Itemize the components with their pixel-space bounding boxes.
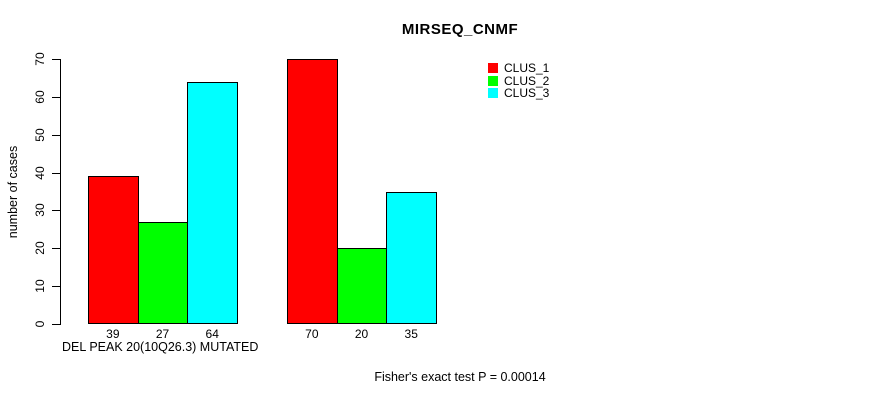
y-axis-tick-label: 0 xyxy=(33,320,47,328)
bar-value-label: 35 xyxy=(404,327,418,341)
legend-swatch-clus_1 xyxy=(488,63,498,74)
fisher-test-note: Fisher's exact test P = 0.00014 xyxy=(374,370,546,384)
bar-clus_3-group-1 xyxy=(187,81,239,324)
bar-value-label: 27 xyxy=(155,327,170,341)
bar-value-label: 20 xyxy=(354,327,369,341)
legend-item-clus_2: CLUS_2 xyxy=(488,75,549,88)
y-axis-tick xyxy=(52,324,60,325)
y-axis-tick-label: 60 xyxy=(33,90,47,104)
chart-title: MIRSEQ_CNMF xyxy=(401,21,519,38)
y-axis-tick xyxy=(52,96,60,98)
legend-swatch-clus_2 xyxy=(488,75,498,86)
y-axis-tick xyxy=(52,172,60,174)
legend-label: CLUS_3 xyxy=(504,86,550,101)
y-axis-tick xyxy=(52,286,60,288)
bar-clus_2-group-2 xyxy=(336,248,388,324)
y-axis-tick-label: 70 xyxy=(33,52,47,66)
y-axis-tick-label: 10 xyxy=(33,279,47,293)
y-axis-label: number of cases xyxy=(6,145,20,239)
y-axis-line xyxy=(60,59,61,325)
y-axis-tick xyxy=(52,59,60,60)
y-axis-tick-label: 30 xyxy=(33,203,47,218)
y-axis-tick-label: 20 xyxy=(33,241,47,255)
legend-label: CLUS_2 xyxy=(504,73,550,88)
y-axis-tick xyxy=(52,134,60,136)
y-axis-tick-label: 40 xyxy=(33,165,47,180)
bar-value-label: 39 xyxy=(106,327,120,341)
x-axis-label: DEL PEAK 20(10Q26.3) MUTATED xyxy=(62,340,259,354)
y-axis-tick xyxy=(52,210,60,212)
y-axis-tick xyxy=(52,248,60,250)
bar-value-label: 70 xyxy=(305,327,319,341)
y-axis-tick-label: 50 xyxy=(33,128,47,142)
legend: CLUS_1 CLUS_2 CLUS_3 xyxy=(488,62,549,100)
legend-item-clus_3: CLUS_3 xyxy=(488,87,549,100)
bar-value-label: 64 xyxy=(205,327,219,341)
bar-clus_2-group-1 xyxy=(137,221,189,324)
bar-clus_1-group-1 xyxy=(88,176,139,324)
legend-label: CLUS_1 xyxy=(504,61,550,76)
legend-item-clus_1: CLUS_1 xyxy=(488,62,549,75)
bar-clus_3-group-2 xyxy=(386,191,438,324)
bar-clus_1-group-2 xyxy=(287,59,338,324)
legend-swatch-clus_3 xyxy=(488,88,498,99)
